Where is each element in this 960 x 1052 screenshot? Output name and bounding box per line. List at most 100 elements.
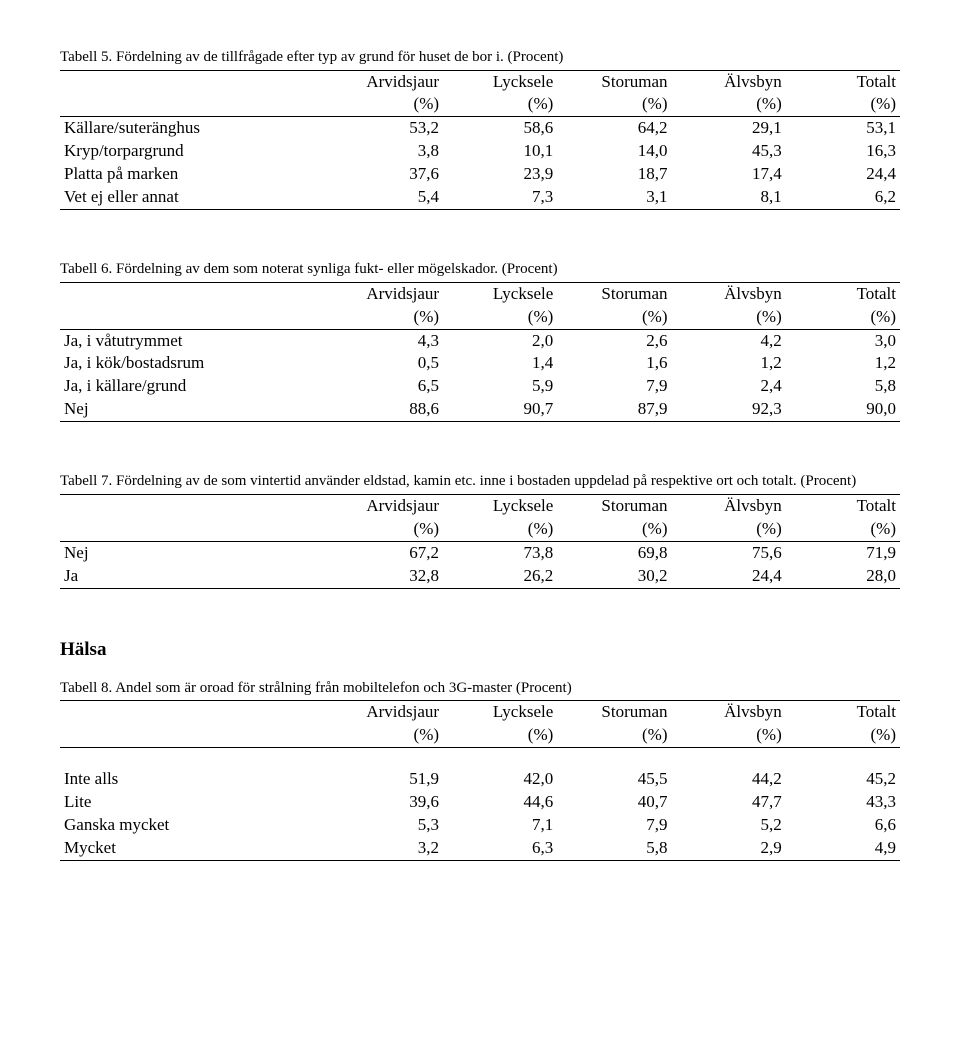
- cell-value: 2,9: [672, 837, 786, 860]
- cell-value: 3,8: [329, 140, 443, 163]
- cell-value: 32,8: [329, 565, 443, 588]
- column-header: Totalt: [786, 494, 900, 517]
- table-row: Vet ej eller annat5,47,33,18,16,2: [60, 186, 900, 209]
- column-subheader: (%): [672, 306, 786, 329]
- table-row: Källare/suteränghus53,258,664,229,153,1: [60, 117, 900, 140]
- data-table: ArvidsjaurLyckseleStorumanÄlvsbynTotalt(…: [60, 700, 900, 861]
- row-label: Nej: [60, 541, 329, 564]
- table-row: Ja32,826,230,224,428,0: [60, 565, 900, 588]
- column-header: Arvidsjaur: [329, 494, 443, 517]
- cell-value: 53,1: [786, 117, 900, 140]
- table-caption: Tabell 7. Fördelning av de som vintertid…: [60, 472, 900, 492]
- table-row: Ja, i källare/grund6,55,97,92,45,8: [60, 375, 900, 398]
- column-subheader: (%): [443, 724, 557, 747]
- table-block: Tabell 5. Fördelning av de tillfrågade e…: [60, 48, 900, 210]
- column-header: Älvsbyn: [672, 701, 786, 724]
- row-label: Källare/suteränghus: [60, 117, 329, 140]
- document-root: Tabell 5. Fördelning av de tillfrågade e…: [60, 48, 900, 861]
- table-row: Nej88,690,787,992,390,0: [60, 398, 900, 421]
- cell-value: 7,9: [557, 375, 671, 398]
- cell-value: 88,6: [329, 398, 443, 421]
- cell-value: 14,0: [557, 140, 671, 163]
- table-caption: Tabell 6. Fördelning av dem som noterat …: [60, 260, 900, 280]
- table-row: Ja, i våtutrymmet4,32,02,64,23,0: [60, 329, 900, 352]
- cell-value: 90,0: [786, 398, 900, 421]
- column-header: Storuman: [557, 494, 671, 517]
- column-header-rowlabel: [60, 70, 329, 93]
- cell-value: 5,8: [786, 375, 900, 398]
- row-label: Ganska mycket: [60, 814, 329, 837]
- column-header: Arvidsjaur: [329, 701, 443, 724]
- cell-value: 29,1: [672, 117, 786, 140]
- column-subheader: (%): [329, 93, 443, 116]
- row-label: Mycket: [60, 837, 329, 860]
- cell-value: 5,2: [672, 814, 786, 837]
- cell-value: 3,2: [329, 837, 443, 860]
- cell-value: 18,7: [557, 163, 671, 186]
- table-block: Tabell 7. Fördelning av de som vintertid…: [60, 472, 900, 588]
- cell-value: 3,1: [557, 186, 671, 209]
- cell-value: 7,9: [557, 814, 671, 837]
- data-table: ArvidsjaurLyckseleStorumanÄlvsbynTotalt(…: [60, 282, 900, 423]
- cell-value: 4,9: [786, 837, 900, 860]
- table-row: Platta på marken37,623,918,717,424,4: [60, 163, 900, 186]
- cell-value: 39,6: [329, 791, 443, 814]
- cell-value: 90,7: [443, 398, 557, 421]
- cell-value: 23,9: [443, 163, 557, 186]
- column-subheader-rowlabel: [60, 93, 329, 116]
- table-row: Kryp/torpargrund3,810,114,045,316,3: [60, 140, 900, 163]
- column-subheader: (%): [329, 518, 443, 541]
- column-subheader: (%): [672, 93, 786, 116]
- cell-value: 5,8: [557, 837, 671, 860]
- row-label: Kryp/torpargrund: [60, 140, 329, 163]
- cell-value: 5,9: [443, 375, 557, 398]
- column-subheader: (%): [329, 724, 443, 747]
- cell-value: 45,2: [786, 768, 900, 791]
- cell-value: 45,3: [672, 140, 786, 163]
- column-header: Älvsbyn: [672, 282, 786, 305]
- row-label: Platta på marken: [60, 163, 329, 186]
- column-header-rowlabel: [60, 701, 329, 724]
- table-row: Lite39,644,640,747,743,3: [60, 791, 900, 814]
- column-header: Lycksele: [443, 282, 557, 305]
- cell-value: 37,6: [329, 163, 443, 186]
- cell-value: 1,4: [443, 352, 557, 375]
- cell-value: 24,4: [672, 565, 786, 588]
- cell-value: 30,2: [557, 565, 671, 588]
- table-row: Mycket3,26,35,82,94,9: [60, 837, 900, 860]
- data-table: ArvidsjaurLyckseleStorumanÄlvsbynTotalt(…: [60, 494, 900, 589]
- table-caption: Tabell 5. Fördelning av de tillfrågade e…: [60, 48, 900, 68]
- cell-value: 45,5: [557, 768, 671, 791]
- cell-value: 2,4: [672, 375, 786, 398]
- column-subheader: (%): [672, 724, 786, 747]
- row-label: Nej: [60, 398, 329, 421]
- column-subheader: (%): [443, 306, 557, 329]
- column-subheader: (%): [557, 724, 671, 747]
- cell-value: 92,3: [672, 398, 786, 421]
- cell-value: 67,2: [329, 541, 443, 564]
- cell-value: 6,5: [329, 375, 443, 398]
- cell-value: 75,6: [672, 541, 786, 564]
- cell-value: 64,2: [557, 117, 671, 140]
- cell-value: 7,1: [443, 814, 557, 837]
- column-subheader: (%): [443, 93, 557, 116]
- column-header: Lycksele: [443, 701, 557, 724]
- cell-value: 73,8: [443, 541, 557, 564]
- table-row: Nej67,273,869,875,671,9: [60, 541, 900, 564]
- cell-value: 7,3: [443, 186, 557, 209]
- cell-value: 0,5: [329, 352, 443, 375]
- column-header: Älvsbyn: [672, 494, 786, 517]
- table-block: Tabell 8. Andel som är oroad för strålni…: [60, 679, 900, 861]
- cell-value: 2,6: [557, 329, 671, 352]
- column-subheader: (%): [786, 93, 900, 116]
- column-header: Storuman: [557, 282, 671, 305]
- column-header-rowlabel: [60, 282, 329, 305]
- column-subheader: (%): [786, 518, 900, 541]
- column-header: Storuman: [557, 70, 671, 93]
- column-subheader-rowlabel: [60, 518, 329, 541]
- cell-value: 87,9: [557, 398, 671, 421]
- row-label: Vet ej eller annat: [60, 186, 329, 209]
- column-subheader: (%): [672, 518, 786, 541]
- cell-value: 28,0: [786, 565, 900, 588]
- cell-value: 1,6: [557, 352, 671, 375]
